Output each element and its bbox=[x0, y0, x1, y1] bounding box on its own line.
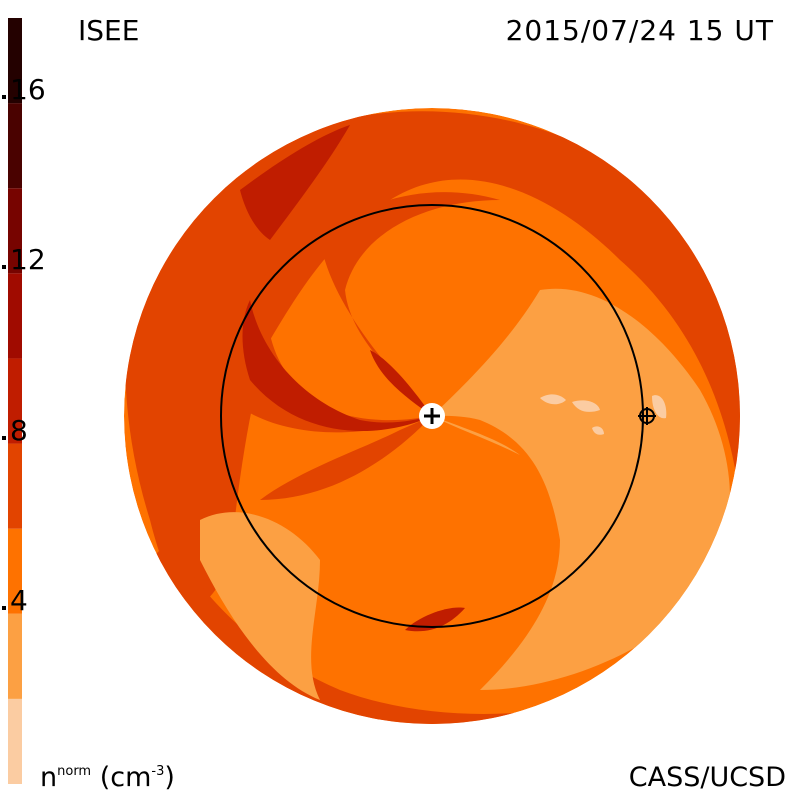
sun-marker bbox=[419, 403, 445, 429]
unit-exponent: -3 bbox=[151, 764, 165, 779]
tick-mark bbox=[2, 435, 6, 440]
colorbar-band-4 bbox=[8, 358, 22, 444]
credit-label: CASS/UCSD bbox=[628, 762, 786, 793]
colorbar-band-5 bbox=[8, 273, 22, 359]
tick-mark bbox=[2, 605, 6, 610]
observatory-label: ISEE bbox=[78, 14, 140, 47]
tick-label: 4 bbox=[10, 583, 28, 617]
tick-mark bbox=[2, 265, 6, 270]
density-region-light-east bbox=[432, 288, 730, 690]
density-region-dark-arm-left bbox=[242, 300, 432, 431]
density-region-spiral-lower bbox=[260, 416, 432, 500]
tick-label: 16 bbox=[10, 73, 46, 107]
tick-label: 12 bbox=[10, 243, 46, 277]
density-region-light-wedge bbox=[432, 416, 520, 455]
colorbar-band-2 bbox=[8, 528, 22, 614]
density-region-spiral-upper bbox=[320, 192, 500, 416]
density-region-dark-bottom bbox=[405, 607, 465, 632]
colorbar-band-6 bbox=[8, 188, 22, 274]
unit-paren-close: ) bbox=[164, 762, 175, 793]
tick-mark bbox=[2, 95, 6, 100]
colorbar-tick-4: 4 bbox=[2, 584, 28, 617]
unit-superscript: norm bbox=[57, 764, 92, 779]
density-region-outer-ring bbox=[125, 111, 740, 604]
density-region-dark-top bbox=[240, 125, 350, 240]
colorbar-band-0 bbox=[8, 698, 22, 784]
density-region-dark-arm-upper bbox=[370, 350, 432, 416]
colorbar-tick-8: 8 bbox=[2, 414, 28, 447]
unit-paren-open: (cm bbox=[99, 762, 152, 793]
unit-symbol: n bbox=[40, 762, 58, 793]
colorbar-band-8 bbox=[8, 18, 22, 104]
unit-label: nnorm (cm-3) bbox=[40, 762, 175, 793]
colorbar bbox=[8, 18, 22, 784]
colorbar-band-7 bbox=[8, 103, 22, 189]
tick-label: 8 bbox=[10, 413, 28, 447]
colorbar-tick-16: 16 bbox=[2, 73, 46, 106]
colorbar-band-1 bbox=[8, 613, 22, 699]
date-time-label: 2015/07/24 15 UT bbox=[505, 14, 774, 47]
earth-marker bbox=[638, 407, 656, 425]
colorbar-tick-12: 12 bbox=[2, 243, 46, 276]
density-region-pale-patches bbox=[540, 394, 667, 435]
density-region-light-southwest bbox=[200, 512, 320, 700]
colorbar-band-3 bbox=[8, 443, 22, 529]
